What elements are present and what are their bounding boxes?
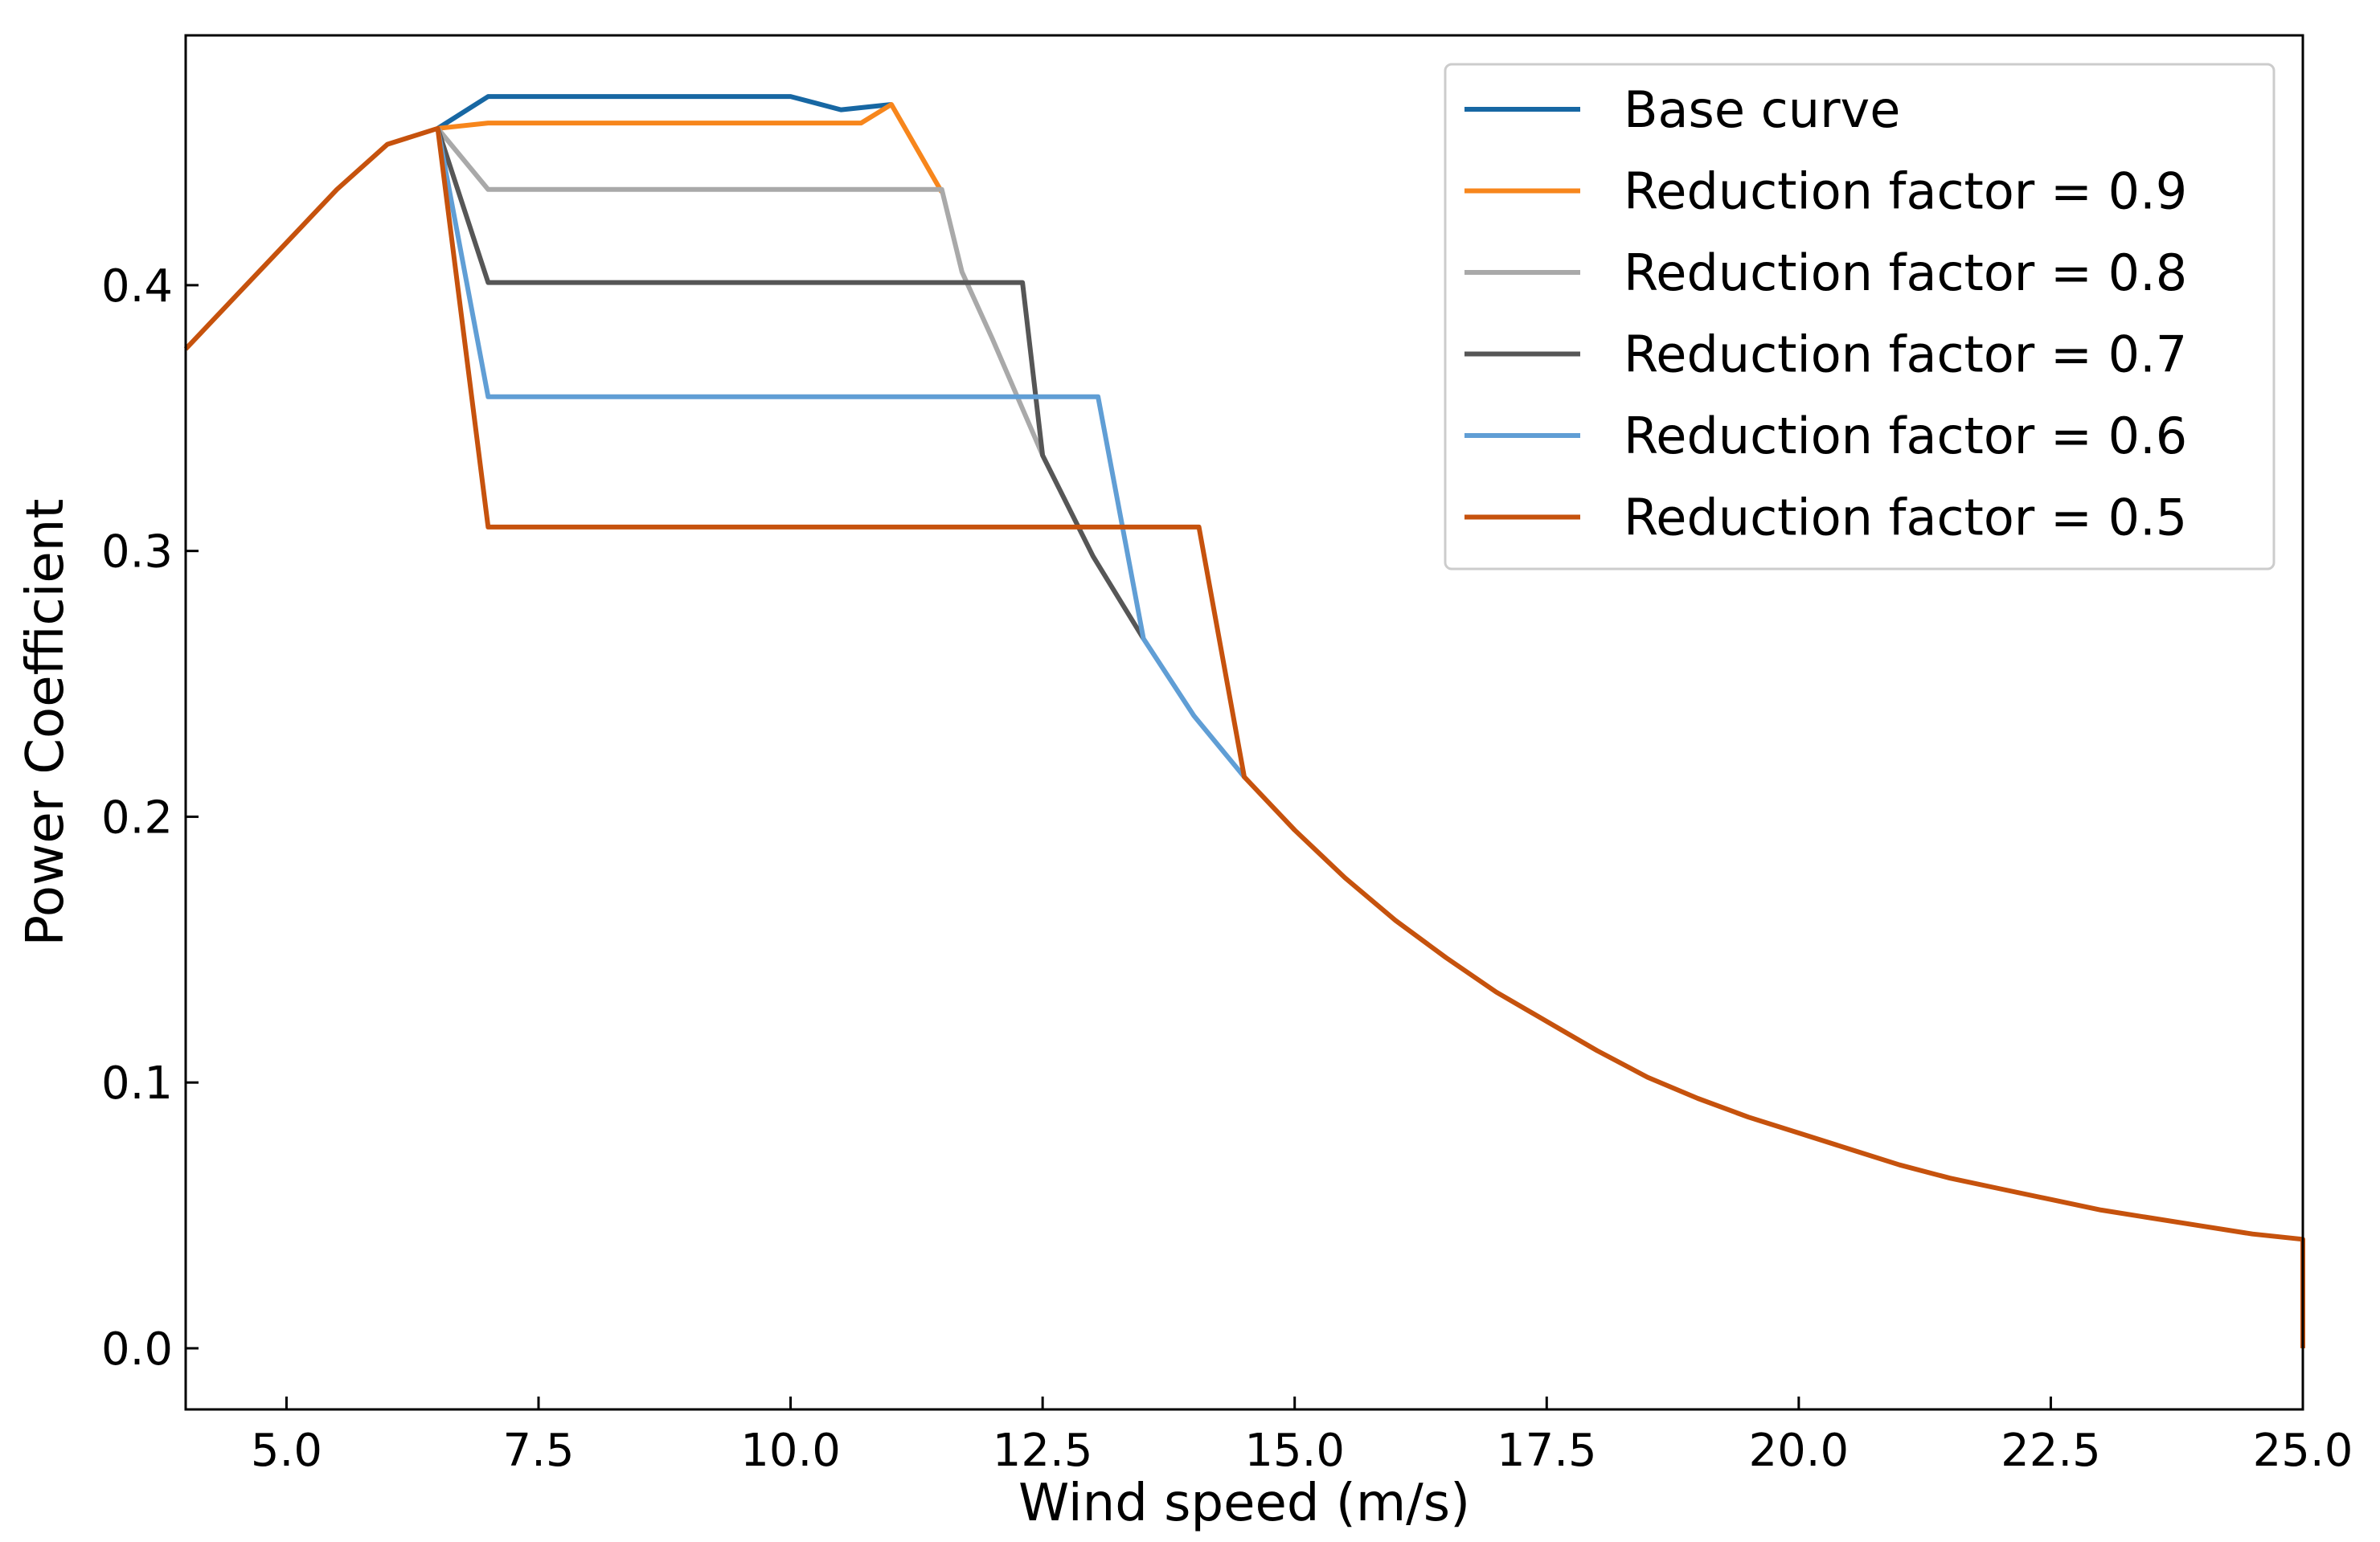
y-axis-ticks: 0.0 0.1 0.2 0.3 0.4: [101, 260, 199, 1376]
legend-label: Reduction factor = 0.9: [1624, 162, 2187, 221]
series-line-1: [437, 102, 944, 194]
x-tick-label: 5.0: [251, 1425, 322, 1477]
series-line-4: [435, 128, 1247, 779]
x-tick-label: 25.0: [2253, 1425, 2353, 1477]
x-axis-ticks: 5.0 7.5 10.0 12.5 15.0 17.5 20.0 22.5 25.0: [251, 1397, 2353, 1477]
y-tick-label: 0.2: [101, 791, 173, 844]
series-line-2: [436, 126, 1045, 456]
y-tick-label: 0.4: [101, 260, 173, 313]
legend-label: Reduction factor = 0.8: [1624, 243, 2187, 302]
x-tick-label: 12.5: [993, 1425, 1093, 1477]
legend-label: Reduction factor = 0.6: [1624, 407, 2187, 465]
series-line-3: [435, 127, 1146, 640]
legend-box: [1444, 63, 2276, 571]
y-tick-label: 0.3: [101, 526, 173, 579]
x-axis-label: Wind speed (m/s): [1018, 1474, 1470, 1533]
x-tick-label: 17.5: [1497, 1425, 1597, 1477]
y-tick-label: 0.1: [101, 1057, 173, 1110]
series-line-0: [436, 94, 892, 131]
x-tick-label: 22.5: [2001, 1425, 2101, 1477]
legend-label: Base curve: [1624, 80, 1900, 139]
x-tick-label: 10.0: [740, 1425, 841, 1477]
axes-frame: [184, 34, 2304, 1411]
legend-label: Reduction factor = 0.7: [1624, 325, 2187, 384]
y-axis-label: Power Coefficient: [16, 499, 76, 947]
series-line-5: [183, 125, 2305, 1348]
x-tick-label: 7.5: [502, 1425, 574, 1477]
x-tick-label: 15.0: [1244, 1425, 1345, 1477]
y-tick-label: 0.0: [101, 1323, 173, 1376]
legend: Base curve Reduction factor = 0.9 Reductio…: [1444, 63, 2276, 571]
series-lines: [183, 94, 2305, 1348]
legend-label: Reduction factor = 0.5: [1624, 489, 2187, 547]
x-tick-label: 20.0: [1749, 1425, 1850, 1477]
